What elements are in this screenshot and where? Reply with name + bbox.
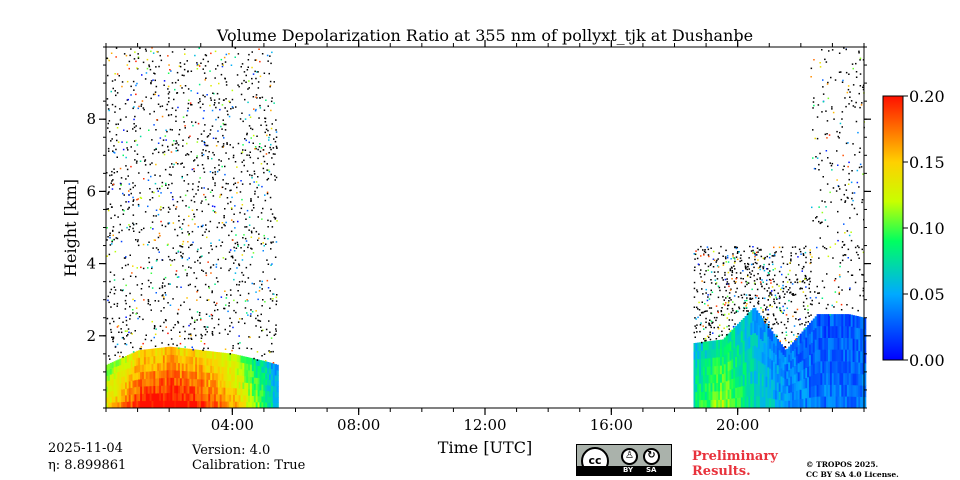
data-segment (693, 307, 867, 409)
footer-calibration: Calibration: True (192, 458, 306, 473)
x-tick-label: 08:00 (337, 416, 380, 434)
badge-sa-text: SA (646, 466, 657, 474)
cc-by-sa-badge: cc ♙ ↻ BY SA (576, 444, 672, 476)
colorbar-ticks: 0.00 0.05 0.10 0.15 0.20 (903, 87, 945, 370)
y-tick-label: 6 (86, 182, 96, 200)
colorbar-tick-label: 0.05 (909, 285, 945, 304)
axes: 04:00 08:00 12:00 16:00 20:00 2 4 6 8 (86, 40, 871, 434)
copyright-line1: © TROPOS 2025. (806, 460, 879, 469)
footer-date: 2025-11-04 (48, 441, 123, 456)
noise-speckle (106, 47, 278, 364)
y-axis-label: Height [km] (61, 179, 80, 277)
colorbar-tick-label: 0.10 (909, 219, 945, 238)
copyright-line2: CC BY SA 4.0 License. (806, 470, 899, 479)
colorbar-tick-label: 0.15 (909, 153, 945, 172)
heatmap-layer (106, 47, 867, 409)
x-tick-label: 20:00 (716, 416, 759, 434)
x-tick-label: 12:00 (463, 416, 506, 434)
colorbar-tick-label: 0.00 (909, 351, 945, 370)
x-tick-label: 16:00 (590, 416, 633, 434)
footer-version: Version: 4.0 (192, 443, 271, 458)
noise-speckle (693, 47, 865, 349)
badge-strip (577, 466, 671, 475)
data-segment (106, 346, 279, 409)
colorbar-tick-label: 0.20 (909, 87, 945, 106)
footer-eta: η: 8.899861 (48, 458, 127, 473)
x-tick-label: 04:00 (211, 416, 254, 434)
y-tick-label: 2 (86, 327, 96, 345)
y-tick-label: 8 (86, 110, 96, 128)
y-tick-label: 4 (86, 255, 96, 273)
x-axis-label: Time [UTC] (438, 438, 532, 457)
colorbar (882, 95, 904, 361)
share-alike-icon: ↻ (643, 448, 660, 465)
plot-frame (105, 46, 865, 409)
preliminary-results: Preliminary Results. (692, 449, 778, 479)
badge-by-text: BY (623, 466, 634, 474)
chart-title: Volume Depolarization Ratio at 355 nm of… (216, 26, 753, 45)
by-person-icon: ♙ (621, 448, 638, 465)
